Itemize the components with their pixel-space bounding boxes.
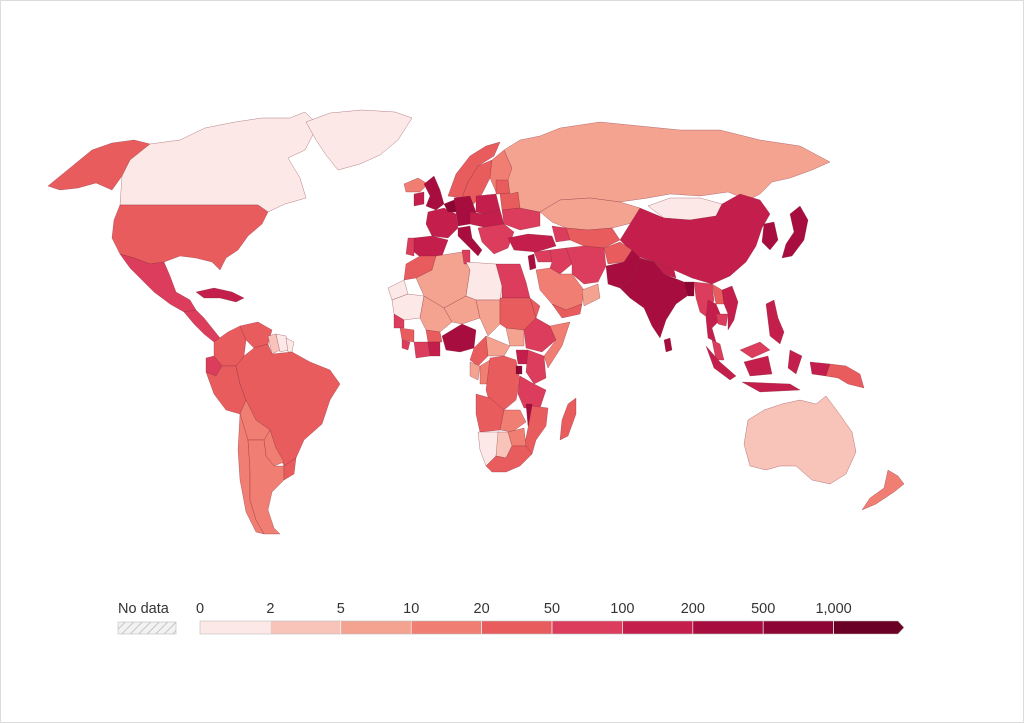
country-portugal[interactable] xyxy=(405,237,415,257)
country-gabon[interactable] xyxy=(469,361,481,381)
country-vietnam[interactable] xyxy=(721,285,739,331)
country-korea[interactable] xyxy=(761,221,779,251)
country-libya[interactable] xyxy=(465,261,503,301)
country-thailand[interactable] xyxy=(705,299,723,343)
country-nepal[interactable] xyxy=(653,261,677,279)
country-belarus[interactable] xyxy=(499,191,521,211)
country-caribbean[interactable] xyxy=(195,287,245,303)
legend-tick-label: 5 xyxy=(337,601,345,617)
legend-bin-3 xyxy=(410,620,482,635)
country-canada[interactable] xyxy=(119,111,319,213)
legend-bin-8 xyxy=(762,620,834,635)
country-kazakhstan[interactable] xyxy=(539,197,641,231)
country-indonesia[interactable] xyxy=(705,345,831,393)
country-iran[interactable] xyxy=(565,245,607,285)
country-cameroon[interactable] xyxy=(469,335,489,367)
country-central-asia[interactable] xyxy=(565,227,621,249)
country-uruguay[interactable] xyxy=(283,457,297,481)
legend-bin-1 xyxy=(270,620,342,635)
country-sri-lanka[interactable] xyxy=(663,337,673,353)
country-chad[interactable] xyxy=(475,299,501,337)
country-ghana[interactable] xyxy=(427,341,441,357)
legend-bin-5 xyxy=(551,620,623,635)
country-argentina[interactable] xyxy=(247,439,285,535)
country-layer xyxy=(47,109,905,535)
legend-bin-7 xyxy=(692,620,764,635)
legend-tick-label: 50 xyxy=(544,601,560,617)
country-car[interactable] xyxy=(485,335,511,357)
country-uganda[interactable] xyxy=(515,349,529,365)
country-japan[interactable] xyxy=(781,205,809,259)
country-eritrea[interactable] xyxy=(529,297,541,319)
legend-bin-9 xyxy=(833,620,905,635)
country-madagascar[interactable] xyxy=(559,397,577,441)
legend-tick-label: 100 xyxy=(610,601,634,617)
country-rwanda[interactable] xyxy=(515,365,523,375)
legend-tick-label: 10 xyxy=(403,601,419,617)
country-south-africa[interactable] xyxy=(485,445,533,473)
country-greenland[interactable] xyxy=(305,109,413,171)
country-uk[interactable] xyxy=(423,175,445,211)
country-drc[interactable] xyxy=(485,355,521,411)
country-senegal[interactable] xyxy=(393,313,405,329)
country-somalia[interactable] xyxy=(543,321,571,369)
legend-no-data-swatch xyxy=(117,621,177,635)
country-baltics[interactable] xyxy=(495,179,511,195)
country-india[interactable] xyxy=(619,257,691,339)
legend-tick-label: 1,000 xyxy=(815,601,851,617)
color-legend: No data 0 2 5 10 20 50 100 200 500 1,000 xyxy=(117,601,905,635)
legend-bin-4 xyxy=(481,620,553,635)
country-australia[interactable] xyxy=(743,395,857,485)
country-burkina-faso[interactable] xyxy=(425,329,443,343)
country-levant[interactable] xyxy=(527,253,537,271)
country-cote-divoire[interactable] xyxy=(413,341,431,359)
country-bangladesh[interactable] xyxy=(683,281,695,297)
legend-bin-2 xyxy=(340,620,412,635)
country-central-america[interactable] xyxy=(183,309,221,343)
country-south-sudan[interactable] xyxy=(505,327,525,347)
country-nigeria[interactable] xyxy=(441,323,477,353)
country-iceland[interactable] xyxy=(403,177,429,193)
legend-tick-label: 0 xyxy=(196,601,204,617)
country-syria[interactable] xyxy=(533,249,553,263)
country-zambia[interactable] xyxy=(499,409,527,433)
country-mozambique[interactable] xyxy=(523,405,549,455)
legend-tick-label: 20 xyxy=(474,601,490,617)
country-malaysia[interactable] xyxy=(711,339,771,361)
country-france[interactable] xyxy=(425,207,459,239)
legend-tick-label: 200 xyxy=(681,601,705,617)
country-cambodia[interactable] xyxy=(715,313,729,327)
country-yemen[interactable] xyxy=(551,303,583,319)
country-kenya[interactable] xyxy=(525,349,547,385)
country-russia[interactable] xyxy=(503,121,831,213)
legend-bin-0 xyxy=(199,620,271,635)
legend-tick-label: 500 xyxy=(751,601,775,617)
country-italy[interactable] xyxy=(457,225,483,257)
country-oman[interactable] xyxy=(581,283,601,307)
country-mexico[interactable] xyxy=(119,253,197,313)
country-sierra-leone[interactable] xyxy=(401,339,411,351)
country-png[interactable] xyxy=(825,363,865,389)
legend-no-data-label: No data xyxy=(118,601,170,617)
country-ireland[interactable] xyxy=(413,191,425,207)
country-new-zealand[interactable] xyxy=(861,469,905,511)
country-caucasus[interactable] xyxy=(551,225,571,243)
country-turkey[interactable] xyxy=(507,233,557,253)
legend-ticks: 0 2 5 10 20 50 100 200 500 1,000 xyxy=(196,601,852,634)
country-philippines[interactable] xyxy=(765,299,785,345)
legend-bin-6 xyxy=(622,620,694,635)
legend-tick-label: 2 xyxy=(266,601,274,617)
